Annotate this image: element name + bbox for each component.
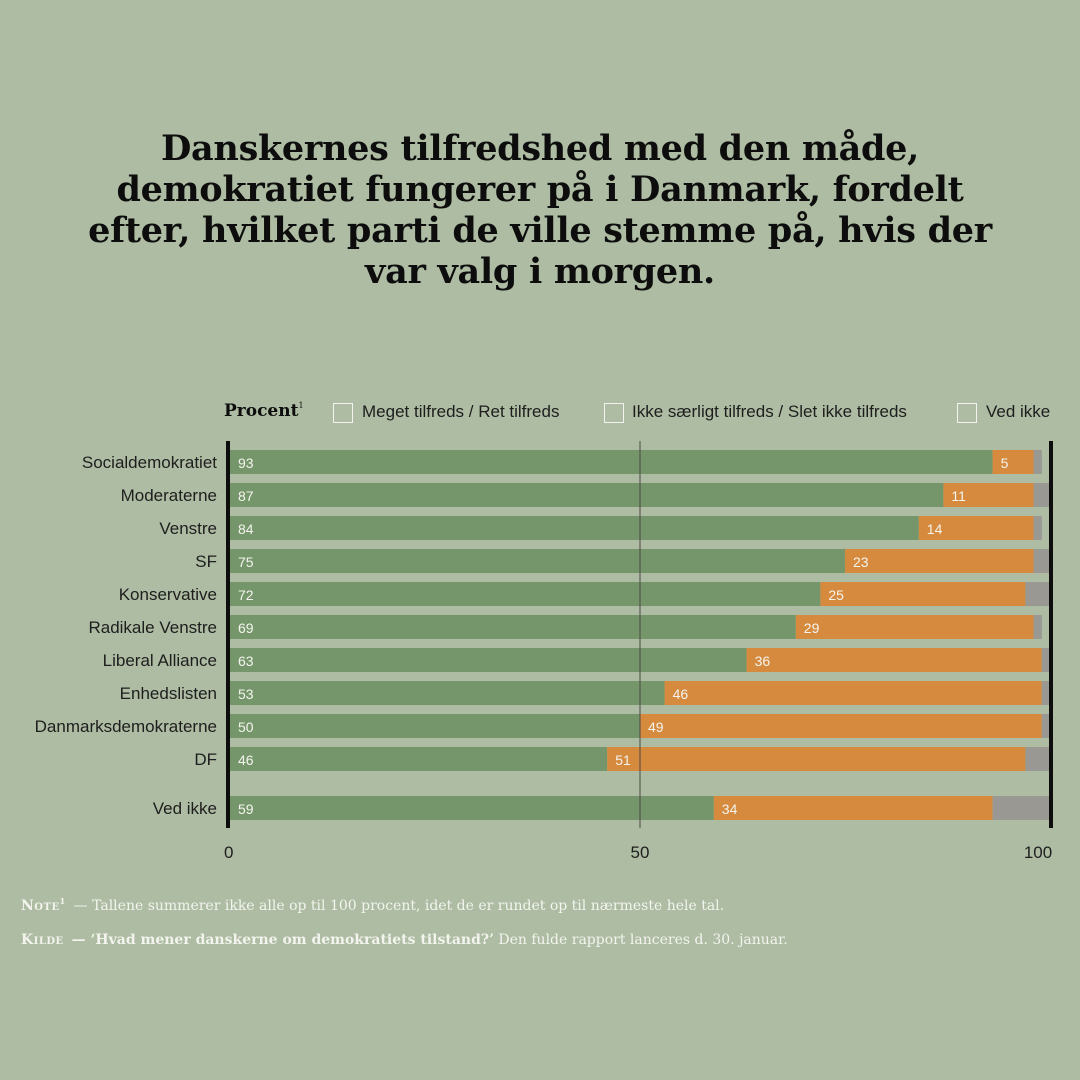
chart-title: Danskernes tilfredshed med den måde, dem… (88, 128, 992, 292)
footnote: Note1 — Tallene summerer ikke alle op til… (21, 896, 724, 914)
legend-swatch-dont-know (957, 403, 977, 423)
data-label: 53 (238, 686, 254, 702)
footnote-text: — Tallene summerer ikke alle op til 100 … (73, 898, 725, 914)
data-label: 25 (828, 587, 844, 603)
x-tick-label: 50 (631, 843, 650, 862)
category-label: Socialdemokratiet (82, 453, 217, 472)
category-label: Liberal Alliance (103, 651, 217, 670)
bar-segment (640, 714, 1042, 738)
legend-label-satisfied: Meget tilfreds / Ret tilfreds (362, 402, 560, 421)
bar-segment (992, 796, 1050, 820)
data-label: 5 (1001, 455, 1009, 471)
data-label: 51 (615, 752, 631, 768)
bar-segment (713, 796, 993, 820)
data-label: 84 (238, 521, 254, 537)
bar-segment (992, 450, 1034, 474)
data-label: 23 (853, 554, 869, 570)
bar-segment (230, 648, 747, 672)
bar-segment (230, 582, 821, 606)
source-text: Den fulde rapport lanceres d. 30. januar… (493, 932, 788, 948)
legend-swatch-unsatisfied (604, 403, 624, 423)
category-label: Moderaterne (121, 486, 217, 505)
bar-segment (230, 747, 608, 771)
bar-segment (1033, 516, 1042, 540)
data-label: 75 (238, 554, 254, 570)
legend-label-unsatisfied: Ikke særligt tilfreds / Slet ikke tilfre… (632, 402, 907, 421)
source-title: — ‘Hvad mener danskerne om demokratiets … (71, 932, 494, 948)
bar-segment (1025, 747, 1050, 771)
footnote-key-text: Note (21, 898, 60, 914)
bar-segment (1033, 450, 1042, 474)
bar-segment (230, 450, 993, 474)
bar-segment (820, 582, 1026, 606)
bar-segment (943, 483, 1034, 507)
bar-segment (1041, 681, 1050, 705)
data-label: 50 (238, 719, 254, 735)
data-label: 49 (648, 719, 664, 735)
bar-segment (1041, 714, 1050, 738)
bar-segment (795, 615, 1034, 639)
data-label: 11 (951, 488, 966, 504)
footnote-key: Note1 (21, 896, 66, 914)
x-tick-label: 0 (224, 843, 233, 862)
source-note: Kilde — ‘Hvad mener danskerne om demokrat… (21, 932, 788, 948)
category-label: SF (195, 552, 217, 571)
legend: Procent1 Meget tilfreds / Ret tilfreds I… (0, 400, 1080, 426)
category-label: Ved ikke (153, 799, 217, 818)
legend-swatch-satisfied (333, 403, 353, 423)
category-label: Enhedslisten (120, 684, 217, 703)
bar-segment (746, 648, 1042, 672)
data-label: 36 (755, 653, 771, 669)
bar-segment (845, 549, 1034, 573)
x-tick-label: 100 (1024, 843, 1052, 862)
data-label: 87 (238, 488, 254, 504)
bar-segment (230, 681, 665, 705)
footnote-key-mark: 1 (59, 896, 66, 906)
bar-segment (607, 747, 1026, 771)
unit-footnote-mark: 1 (298, 401, 304, 410)
legend-label-dont-know: Ved ikke (986, 402, 1051, 421)
category-label: Venstre (159, 519, 217, 538)
bar-segment (230, 549, 845, 573)
unit-label-text: Procent (224, 401, 299, 421)
unit-label: Procent1 (224, 401, 304, 421)
bar-segment (664, 681, 1042, 705)
category-label: Danmarksdemokraterne (35, 717, 217, 736)
category-label: Radikale Venstre (88, 618, 217, 637)
bar-segment (1041, 648, 1050, 672)
data-label: 69 (238, 620, 254, 636)
bar-segment (230, 615, 796, 639)
bar-segment (1025, 582, 1050, 606)
bar-segment (230, 796, 714, 820)
bar-segment (1033, 615, 1042, 639)
data-label: 14 (927, 521, 943, 537)
source-key: Kilde (21, 932, 64, 948)
bar-segment (1033, 483, 1050, 507)
bar-segment (918, 516, 1034, 540)
bar-segment (230, 483, 944, 507)
data-label: 29 (804, 620, 820, 636)
bar-segment (230, 516, 919, 540)
data-label: 59 (238, 801, 254, 817)
data-label: 93 (238, 455, 254, 471)
data-label: 46 (238, 752, 254, 768)
data-label: 34 (722, 801, 738, 817)
category-label: Konservative (119, 585, 217, 604)
data-label: 72 (238, 587, 254, 603)
category-label: DF (194, 750, 217, 769)
bar-segment (1033, 549, 1050, 573)
data-label: 63 (238, 653, 254, 669)
data-label: 46 (673, 686, 689, 702)
bar-segment (230, 714, 640, 738)
